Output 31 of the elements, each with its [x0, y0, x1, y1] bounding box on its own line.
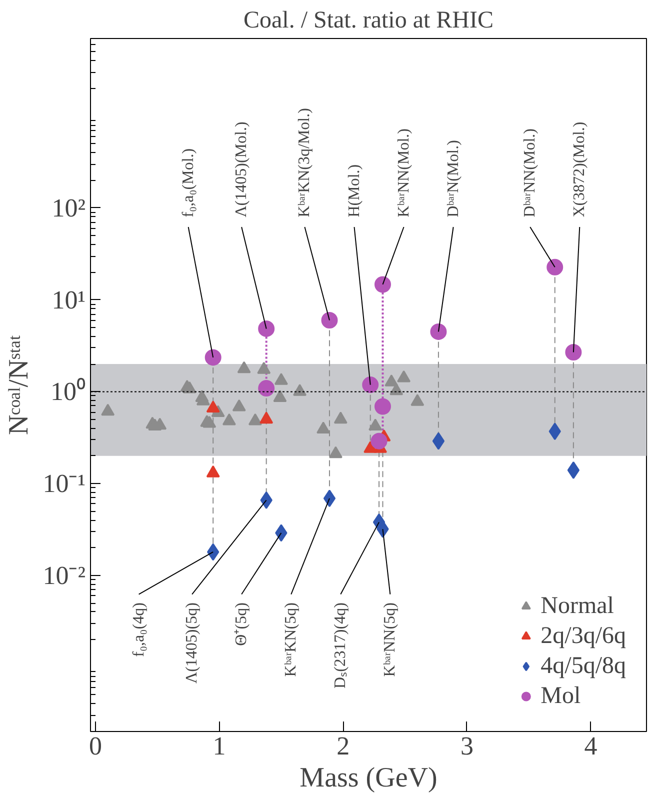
legend-label: 4q/5q/8q: [540, 652, 626, 680]
annotation: H(Mol.): [346, 164, 363, 218]
annotation: f₀,a₀(Mol.): [180, 148, 197, 218]
x-tick-label: 3: [460, 732, 474, 760]
y-axis-title: Nᶜᵒᵃˡ/Nˢᵗᵃᵗ: [4, 334, 35, 436]
annotation: Λ(1405)(Mol.): [233, 122, 250, 218]
annotation: KᵇᵃʳNN(Mol.): [395, 128, 412, 218]
legend-label: 2q/3q/6q: [540, 622, 626, 650]
chart-title: Coal. / Stat. ratio at RHIC: [244, 8, 494, 34]
annotation: X(3872)(Mol.): [571, 122, 588, 218]
annotation: Dₛ(2317)(4q): [332, 602, 350, 688]
annotation: DᵇᵃʳNN(Mol.): [522, 128, 539, 218]
annotation: f₀,a₀(4q): [130, 602, 148, 657]
x-tick-label: 0: [88, 732, 102, 760]
y-tick-label: 10¹: [52, 285, 86, 314]
y-tick-label: 10⁻²: [42, 560, 86, 590]
annotation: Λ(1405)(5q): [184, 602, 201, 684]
annotation: KᵇᵃʳKN(5q): [282, 602, 300, 677]
x-tick-label: 1: [212, 732, 226, 760]
y-tick-label: 10⁻¹: [42, 469, 86, 498]
y-tick-label: 10⁰: [50, 377, 86, 406]
x-tick-label: 4: [584, 732, 598, 760]
annotation: DᵇᵃʳN(Mol.): [444, 140, 462, 218]
annotation: Θ⁺(5q): [233, 602, 250, 646]
legend-label: Normal: [540, 592, 614, 620]
x-tick-label: 2: [336, 732, 350, 760]
annotation: KᵇᵃʳNN(5q): [382, 602, 399, 677]
y-tick-label: 10²: [52, 193, 86, 222]
annotation: KᵇᵃʳKN(3q/Mol.): [296, 108, 314, 218]
legend-label: Mol: [540, 682, 581, 710]
x-axis-title: Mass (GeV): [300, 762, 438, 794]
